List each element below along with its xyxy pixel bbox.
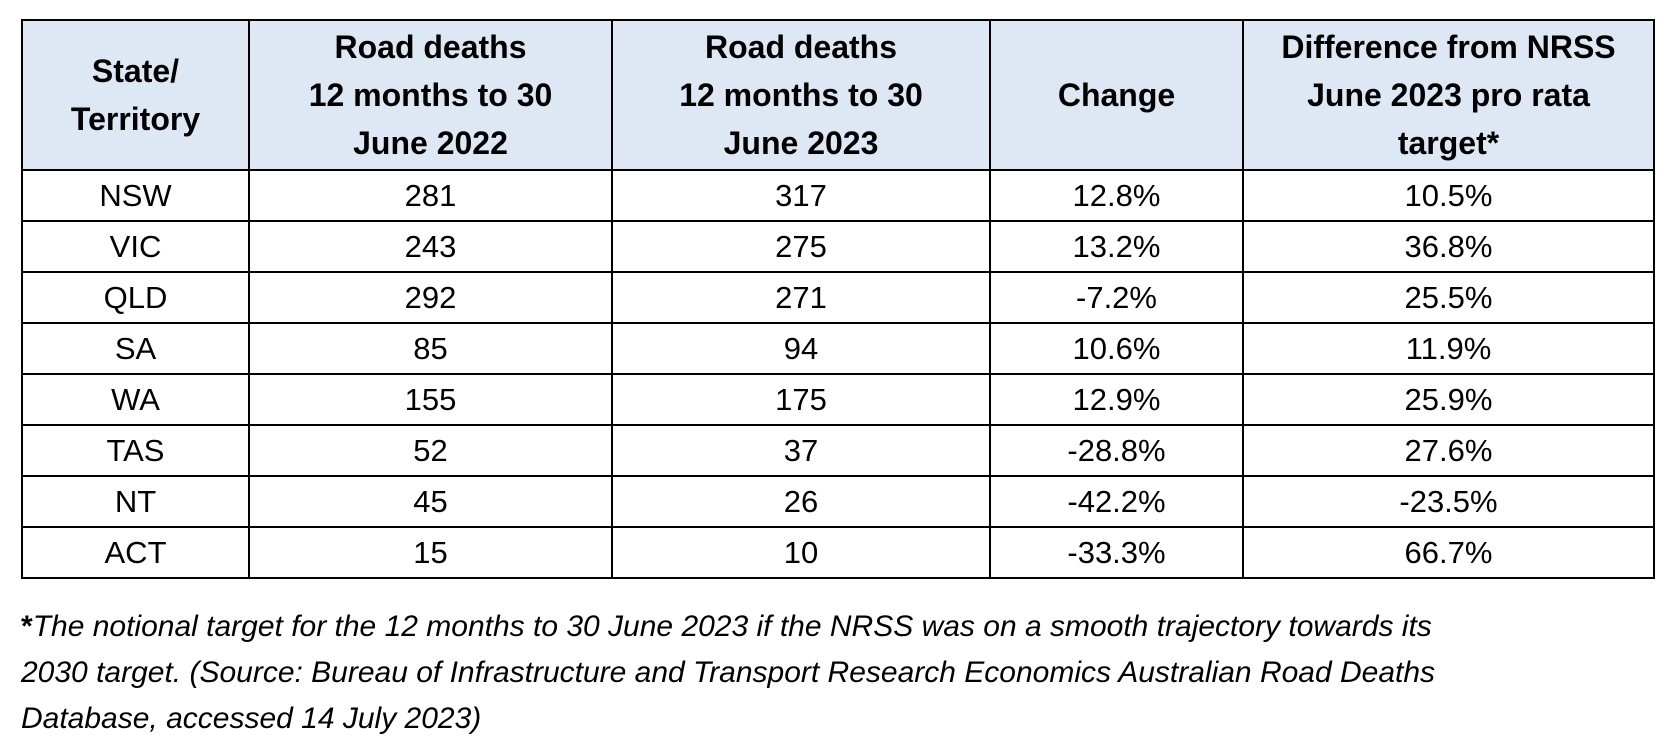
cell-state: SA bbox=[21, 322, 250, 375]
road-deaths-table: State/ Territory Road deaths 12 months t… bbox=[21, 19, 1655, 579]
table-row: NSW 281 317 12.8% 10.5% bbox=[21, 169, 1655, 222]
cell-difference: 25.9% bbox=[1242, 373, 1655, 426]
cell-deaths-2023: 317 bbox=[611, 169, 991, 222]
cell-deaths-2022: 52 bbox=[248, 424, 613, 477]
cell-state: QLD bbox=[21, 271, 250, 324]
table-footnote: *The notional target for the 12 months t… bbox=[21, 604, 1646, 742]
table-row: SA 85 94 10.6% 11.9% bbox=[21, 322, 1655, 375]
cell-deaths-2023: 94 bbox=[611, 322, 991, 375]
table-body: NSW 281 317 12.8% 10.5% VIC 243 275 13.2… bbox=[21, 169, 1655, 579]
header-difference-from-nrss: Difference from NRSS June 2023 pro rata … bbox=[1242, 19, 1655, 171]
cell-state: ACT bbox=[21, 526, 250, 579]
cell-state: NT bbox=[21, 475, 250, 528]
footnote-line: *The notional target for the 12 months t… bbox=[21, 604, 1646, 650]
cell-deaths-2023: 271 bbox=[611, 271, 991, 324]
cell-deaths-2022: 85 bbox=[248, 322, 613, 375]
table-row: VIC 243 275 13.2% 36.8% bbox=[21, 220, 1655, 273]
cell-difference: 25.5% bbox=[1242, 271, 1655, 324]
cell-change: 10.6% bbox=[989, 322, 1244, 375]
cell-difference: 66.7% bbox=[1242, 526, 1655, 579]
header-line: Road deaths bbox=[704, 29, 898, 65]
cell-state: TAS bbox=[21, 424, 250, 477]
cell-deaths-2022: 281 bbox=[248, 169, 613, 222]
cell-deaths-2022: 15 bbox=[248, 526, 613, 579]
header-line: Territory bbox=[70, 101, 201, 137]
cell-change: 12.8% bbox=[989, 169, 1244, 222]
cell-state: NSW bbox=[21, 169, 250, 222]
table-row: NT 45 26 -42.2% -23.5% bbox=[21, 475, 1655, 528]
cell-difference: 36.8% bbox=[1242, 220, 1655, 273]
header-line: 12 months to 30 bbox=[308, 77, 553, 113]
cell-change: -7.2% bbox=[989, 271, 1244, 324]
header-line: Change bbox=[1057, 77, 1176, 113]
cell-deaths-2022: 155 bbox=[248, 373, 613, 426]
header-change: Change bbox=[989, 19, 1244, 171]
cell-deaths-2023: 10 bbox=[611, 526, 991, 579]
cell-state: VIC bbox=[21, 220, 250, 273]
header-line: target* bbox=[1397, 125, 1500, 161]
table-header: State/ Territory Road deaths 12 months t… bbox=[21, 19, 1655, 171]
footnote-line: 2030 target. (Source: Bureau of Infrastr… bbox=[21, 656, 1436, 689]
table-row: ACT 15 10 -33.3% 66.7% bbox=[21, 526, 1655, 579]
header-line: Road deaths bbox=[334, 29, 527, 65]
cell-change: -28.8% bbox=[989, 424, 1244, 477]
header-road-deaths-2022: Road deaths 12 months to 30 June 2022 bbox=[248, 19, 613, 171]
cell-change: 13.2% bbox=[989, 220, 1244, 273]
cell-deaths-2022: 292 bbox=[248, 271, 613, 324]
header-state-territory: State/ Territory bbox=[21, 19, 250, 171]
cell-state: WA bbox=[21, 373, 250, 426]
header-road-deaths-2023: Road deaths 12 months to 30 June 2023 bbox=[611, 19, 991, 171]
table-row: QLD 292 271 -7.2% 25.5% bbox=[21, 271, 1655, 324]
cell-difference: -23.5% bbox=[1242, 475, 1655, 528]
cell-deaths-2022: 45 bbox=[248, 475, 613, 528]
cell-change: 12.9% bbox=[989, 373, 1244, 426]
cell-deaths-2023: 275 bbox=[611, 220, 991, 273]
cell-deaths-2022: 243 bbox=[248, 220, 613, 273]
footnote-marker: * bbox=[21, 610, 33, 643]
header-line: June 2023 bbox=[723, 125, 879, 161]
header-line: 12 months to 30 bbox=[679, 77, 923, 113]
header-line: June 2022 bbox=[353, 125, 508, 161]
cell-difference: 10.5% bbox=[1242, 169, 1655, 222]
footnote-line: Database, accessed 14 July 2023) bbox=[21, 702, 482, 735]
cell-change: -42.2% bbox=[989, 475, 1244, 528]
header-line: State/ bbox=[91, 53, 180, 89]
cell-deaths-2023: 37 bbox=[611, 424, 991, 477]
table-row: TAS 52 37 -28.8% 27.6% bbox=[21, 424, 1655, 477]
cell-deaths-2023: 175 bbox=[611, 373, 991, 426]
cell-difference: 11.9% bbox=[1242, 322, 1655, 375]
cell-change: -33.3% bbox=[989, 526, 1244, 579]
road-deaths-table-container: State/ Territory Road deaths 12 months t… bbox=[21, 19, 1655, 579]
cell-difference: 27.6% bbox=[1242, 424, 1655, 477]
table-row: WA 155 175 12.9% 25.9% bbox=[21, 373, 1655, 426]
header-line: June 2023 pro rata bbox=[1307, 77, 1590, 113]
footnote-text: The notional target for the 12 months to… bbox=[32, 610, 1432, 643]
cell-deaths-2023: 26 bbox=[611, 475, 991, 528]
header-row: State/ Territory Road deaths 12 months t… bbox=[21, 19, 1655, 171]
header-line: Difference from NRSS bbox=[1281, 29, 1616, 65]
